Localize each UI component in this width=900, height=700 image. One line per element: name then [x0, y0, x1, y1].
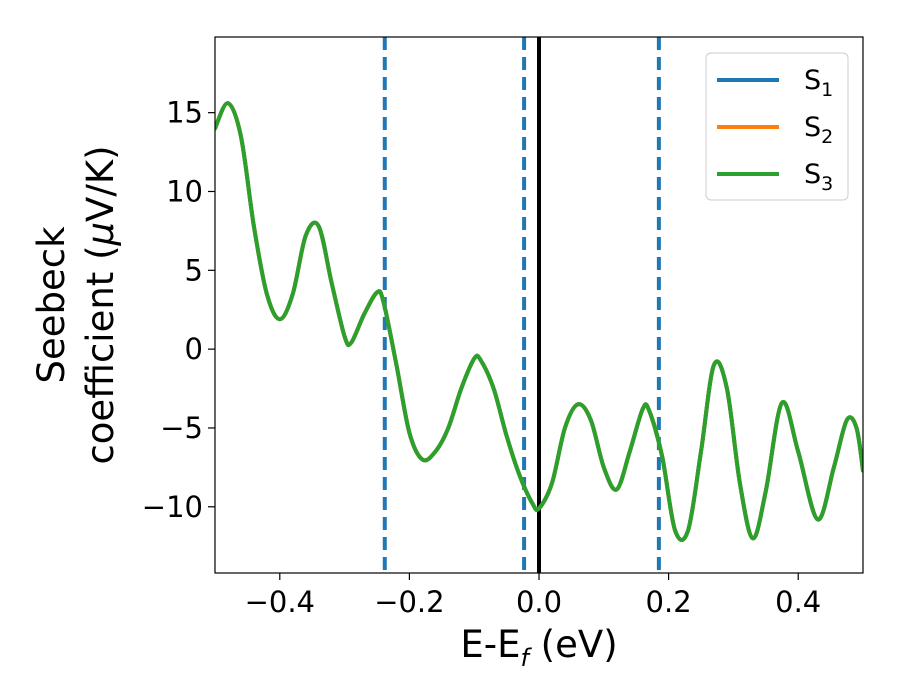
y-axis-label: Seebeck coefficient (μV/K) [30, 145, 122, 464]
y-axis-ticks: −10 −5 0 5 10 15 [142, 96, 215, 524]
y-tick-label: −10 [142, 490, 203, 524]
legend-label-s2: S2 [804, 112, 833, 148]
x-axis-ticks: −0.4 −0.2 0.0 0.2 0.4 [245, 573, 821, 619]
y-tick-label: 15 [166, 96, 203, 130]
legend: S1 S2 S3 [705, 52, 849, 201]
x-tick-label: 0.2 [646, 585, 692, 619]
y-axis-label-line2: coefficient (μV/K) [79, 145, 122, 464]
reference-lines [382, 37, 661, 573]
y-tick-label: 0 [185, 332, 203, 366]
x-tick-label: 0.4 [775, 585, 821, 619]
y-tick-label: 10 [166, 174, 203, 208]
x-axis-label: E-Ef (eV) [460, 623, 617, 672]
x-tick-label: −0.4 [245, 585, 315, 619]
series-line-s3 [215, 101, 863, 542]
x-tick-label: −0.2 [374, 585, 444, 619]
y-tick-label: 5 [185, 253, 203, 287]
legend-label-s1: S1 [804, 65, 833, 101]
legend-label-s3: S3 [804, 159, 833, 195]
x-tick-label: 0.0 [516, 585, 562, 619]
y-tick-label: −5 [160, 411, 203, 445]
series-lines [215, 101, 863, 542]
y-axis-label-line1: Seebeck [30, 226, 73, 384]
